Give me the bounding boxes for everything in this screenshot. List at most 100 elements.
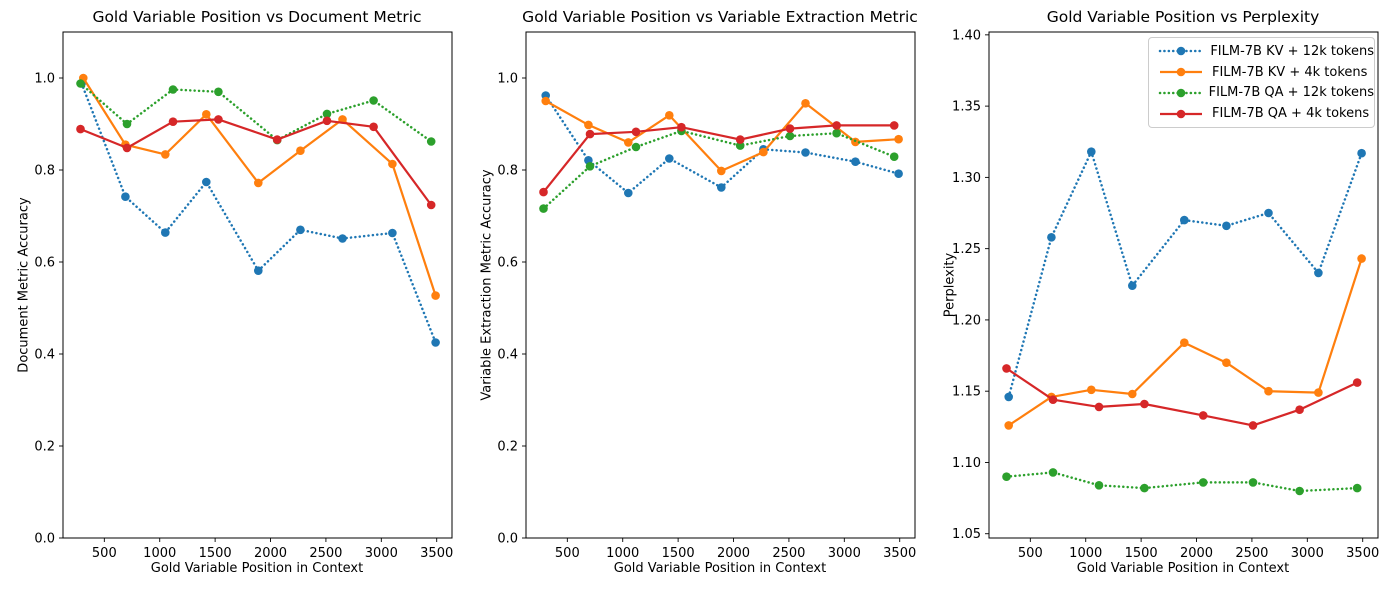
film-7b-qa-4k-tokens-marker bbox=[539, 187, 548, 197]
subplot-2-title: Gold Variable Position vs Variable Extra… bbox=[522, 8, 918, 26]
film-7b-qa-4k-tokens-marker bbox=[832, 121, 841, 130]
film-7b-qa-12k-tokens-legend-marker bbox=[1176, 88, 1186, 98]
film-7b-qa-12k-tokens-marker bbox=[1094, 481, 1104, 490]
film-7b-qa-4k-tokens-marker bbox=[1198, 411, 1208, 420]
film-7b-qa-12k-tokens-marker bbox=[631, 142, 641, 152]
film-7b-qa-12k-tokens-line bbox=[1005, 471, 1359, 493]
legend-label: FILM-7B KV + 12k tokens bbox=[1210, 43, 1374, 59]
film-7b-kv-12k-tokens-marker bbox=[1314, 268, 1323, 278]
film-7b-qa-12k-tokens-marker bbox=[735, 141, 745, 150]
film-7b-qa-4k-tokens-marker bbox=[677, 122, 686, 132]
subplot-2: 500 1000 1500 2000 2500 3000 3500 0.0 0.2 0.4 0.6 0… bbox=[497, 31, 916, 561]
y-tick-label: 1.40 bbox=[952, 28, 981, 43]
film-7b-qa-4k-tokens-marker bbox=[122, 143, 132, 153]
film-7b-qa-4k-tokens-marker bbox=[76, 124, 85, 134]
film-7b-kv-12k-tokens-marker bbox=[1357, 148, 1366, 158]
x-tick-label: 500 bbox=[92, 546, 117, 561]
film-7b-qa-4k-tokens-line bbox=[80, 118, 433, 206]
subplot-3: 500 1000 1500 2000 2500 3000 3500 1.05 1.10 1.15 1… bbox=[952, 28, 1379, 561]
film-7b-qa-12k-tokens-marker bbox=[1002, 472, 1011, 482]
film-7b-kv-4k-tokens-marker bbox=[1222, 358, 1231, 368]
film-7b-kv-12k-tokens-marker bbox=[388, 228, 397, 238]
film-7b-qa-12k-tokens-marker bbox=[585, 162, 595, 171]
x-tick-label: 1000 bbox=[606, 546, 639, 561]
film-7b-qa-12k-tokens-marker bbox=[1352, 483, 1362, 493]
film-7b-kv-4k-tokens-marker bbox=[624, 138, 633, 147]
y-tick-label: 1.30 bbox=[952, 171, 981, 186]
y-tick-label: 0.2 bbox=[497, 440, 518, 455]
film-7b-kv-4k-tokens-marker bbox=[1180, 338, 1189, 348]
film-7b-kv-4k-tokens-marker bbox=[253, 178, 263, 188]
x-tick-label: 1000 bbox=[143, 546, 176, 561]
y-tick-label: 0.4 bbox=[34, 348, 55, 363]
legend-label: FILM-7B KV + 4k tokens bbox=[1212, 64, 1368, 80]
film-7b-kv-12k-tokens-marker bbox=[1004, 392, 1013, 402]
film-7b-kv-12k-tokens-marker bbox=[431, 338, 440, 347]
film-7b-kv-12k-tokens-marker bbox=[338, 234, 347, 243]
film-7b-kv-12k-tokens-marker bbox=[1047, 233, 1056, 242]
film-7b-qa-12k-tokens-marker bbox=[1248, 478, 1258, 487]
film-7b-kv-12k-tokens-line bbox=[1007, 148, 1363, 399]
x-tick-label: 2500 bbox=[772, 546, 805, 561]
x-tick-label: 3000 bbox=[828, 546, 861, 561]
film-7b-kv-4k-tokens-marker bbox=[1087, 385, 1096, 395]
film-7b-qa-4k-tokens-marker bbox=[735, 135, 745, 144]
y-tick-label: 0.0 bbox=[34, 532, 55, 547]
y-tick-label: 0.0 bbox=[497, 532, 518, 547]
film-7b-qa-12k-tokens-marker bbox=[1048, 468, 1058, 477]
film-7b-kv-12k-tokens-marker bbox=[1180, 215, 1189, 225]
legend-item-kv-12k: FILM-7B KV + 12k tokens bbox=[1149, 41, 1374, 61]
legend-line-sample bbox=[1158, 88, 1201, 98]
film-7b-kv-4k-tokens-marker bbox=[202, 110, 211, 119]
axes-frame bbox=[62, 31, 453, 539]
film-7b-kv-12k-tokens-marker bbox=[202, 177, 211, 187]
legend-line-sample bbox=[1160, 109, 1202, 118]
subplot-2-ylabel: Variable Extraction Metric Accuracy bbox=[479, 169, 495, 401]
film-7b-qa-4k-tokens-marker bbox=[585, 129, 595, 139]
film-7b-qa-12k-tokens-marker bbox=[426, 137, 436, 146]
subplot-1-xlabel: Gold Variable Position in Context bbox=[150, 561, 364, 576]
y-tick-label: 1.15 bbox=[952, 385, 981, 400]
film-7b-kv-12k-tokens-marker bbox=[665, 154, 674, 163]
subplot-1: 500 1000 1500 2000 2500 3000 3500 0.0 0.2 0.4 0.6 0… bbox=[34, 31, 453, 561]
y-tick-label: 1.0 bbox=[497, 72, 518, 87]
x-tick-label: 2000 bbox=[254, 546, 287, 561]
y-tick-label: 0.6 bbox=[34, 256, 55, 271]
y-tick-label: 0.4 bbox=[497, 348, 518, 363]
film-7b-kv-12k-tokens-marker bbox=[121, 192, 130, 201]
film-7b-qa-12k-tokens-marker bbox=[1198, 478, 1208, 487]
x-tick-label: 2500 bbox=[1235, 546, 1268, 561]
y-tick-label: 1.20 bbox=[952, 313, 981, 328]
y-tick-label: 0.2 bbox=[34, 440, 55, 455]
film-7b-qa-4k-tokens-marker bbox=[1094, 402, 1104, 412]
x-tick-label: 1500 bbox=[199, 546, 232, 561]
y-tick-label: 1.05 bbox=[952, 527, 981, 542]
film-7b-qa-12k-tokens-line bbox=[542, 129, 896, 210]
film-7b-kv-12k-tokens-marker bbox=[1264, 208, 1273, 218]
film-7b-qa-4k-tokens-line bbox=[542, 124, 895, 193]
film-7b-kv-4k-tokens-marker bbox=[717, 166, 726, 176]
legend-line-sample bbox=[1158, 47, 1203, 56]
film-7b-qa-12k-tokens-marker bbox=[168, 85, 178, 94]
legend-label: FILM-7B QA + 4k tokens bbox=[1212, 106, 1370, 122]
film-7b-qa-4k-tokens-marker bbox=[1352, 378, 1362, 387]
film-7b-kv-4k-tokens-marker bbox=[584, 120, 593, 130]
x-tick-label: 3500 bbox=[1346, 546, 1379, 561]
film-7b-kv-12k-tokens-marker bbox=[717, 183, 726, 192]
subplot-3-ylabel: Perplexity bbox=[942, 252, 958, 318]
film-7b-qa-12k-tokens-marker bbox=[369, 96, 378, 105]
film-7b-qa-12k-tokens-marker bbox=[1140, 483, 1149, 493]
film-7b-qa-4k-tokens-marker bbox=[889, 121, 899, 130]
film-7b-qa-4k-tokens-marker bbox=[631, 127, 641, 137]
y-tick-label: 1.0 bbox=[34, 72, 55, 87]
film-7b-kv-4k-tokens-marker bbox=[801, 99, 810, 108]
x-tick-label: 3000 bbox=[365, 546, 398, 561]
x-tick-label: 1500 bbox=[1125, 546, 1158, 561]
subplot-3-title: Gold Variable Position vs Perplexity bbox=[1046, 8, 1320, 26]
film-7b-qa-4k-tokens-marker bbox=[1140, 399, 1149, 409]
film-7b-kv-12k-tokens-line bbox=[544, 94, 900, 195]
film-7b-qa-4k-tokens-marker bbox=[1048, 395, 1058, 405]
legend-item-qa-4k: FILM-7B QA + 4k tokens bbox=[1149, 104, 1374, 124]
